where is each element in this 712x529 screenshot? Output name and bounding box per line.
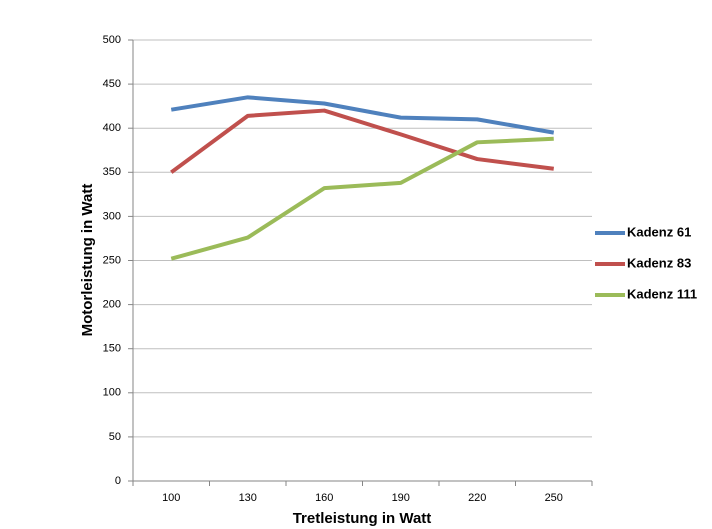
y-tick-label: 300 [103,210,121,222]
legend-label: Kadenz 61 [627,224,691,239]
y-tick-label: 0 [115,475,121,487]
x-tick-label: 190 [392,492,410,504]
y-tick-label: 150 [103,343,121,355]
x-tick-label: 220 [468,492,486,504]
y-tick-label: 500 [103,34,121,46]
legend-label: Kadenz 83 [627,255,691,270]
y-tick-label: 350 [103,166,121,178]
series-line [170,95,555,135]
series-line [170,108,555,174]
y-tick-label: 250 [103,254,121,266]
legend-label: Kadenz 111 [627,286,697,301]
y-tick-label: 100 [103,387,121,399]
x-tick-label: 100 [162,492,180,504]
y-tick-label: 200 [103,299,121,311]
series-line [170,136,554,261]
y-tick-label: 50 [109,431,121,443]
x-tick-label: 160 [315,492,333,504]
x-tick-label: 130 [239,492,257,504]
y-tick-label: 400 [103,122,121,134]
x-tick-label: 250 [545,492,563,504]
y-tick-label: 450 [103,78,121,90]
x-axis-title: Tretleistung in Watt [293,510,432,527]
y-axis-title: Motorleistung in Watt [79,184,96,337]
